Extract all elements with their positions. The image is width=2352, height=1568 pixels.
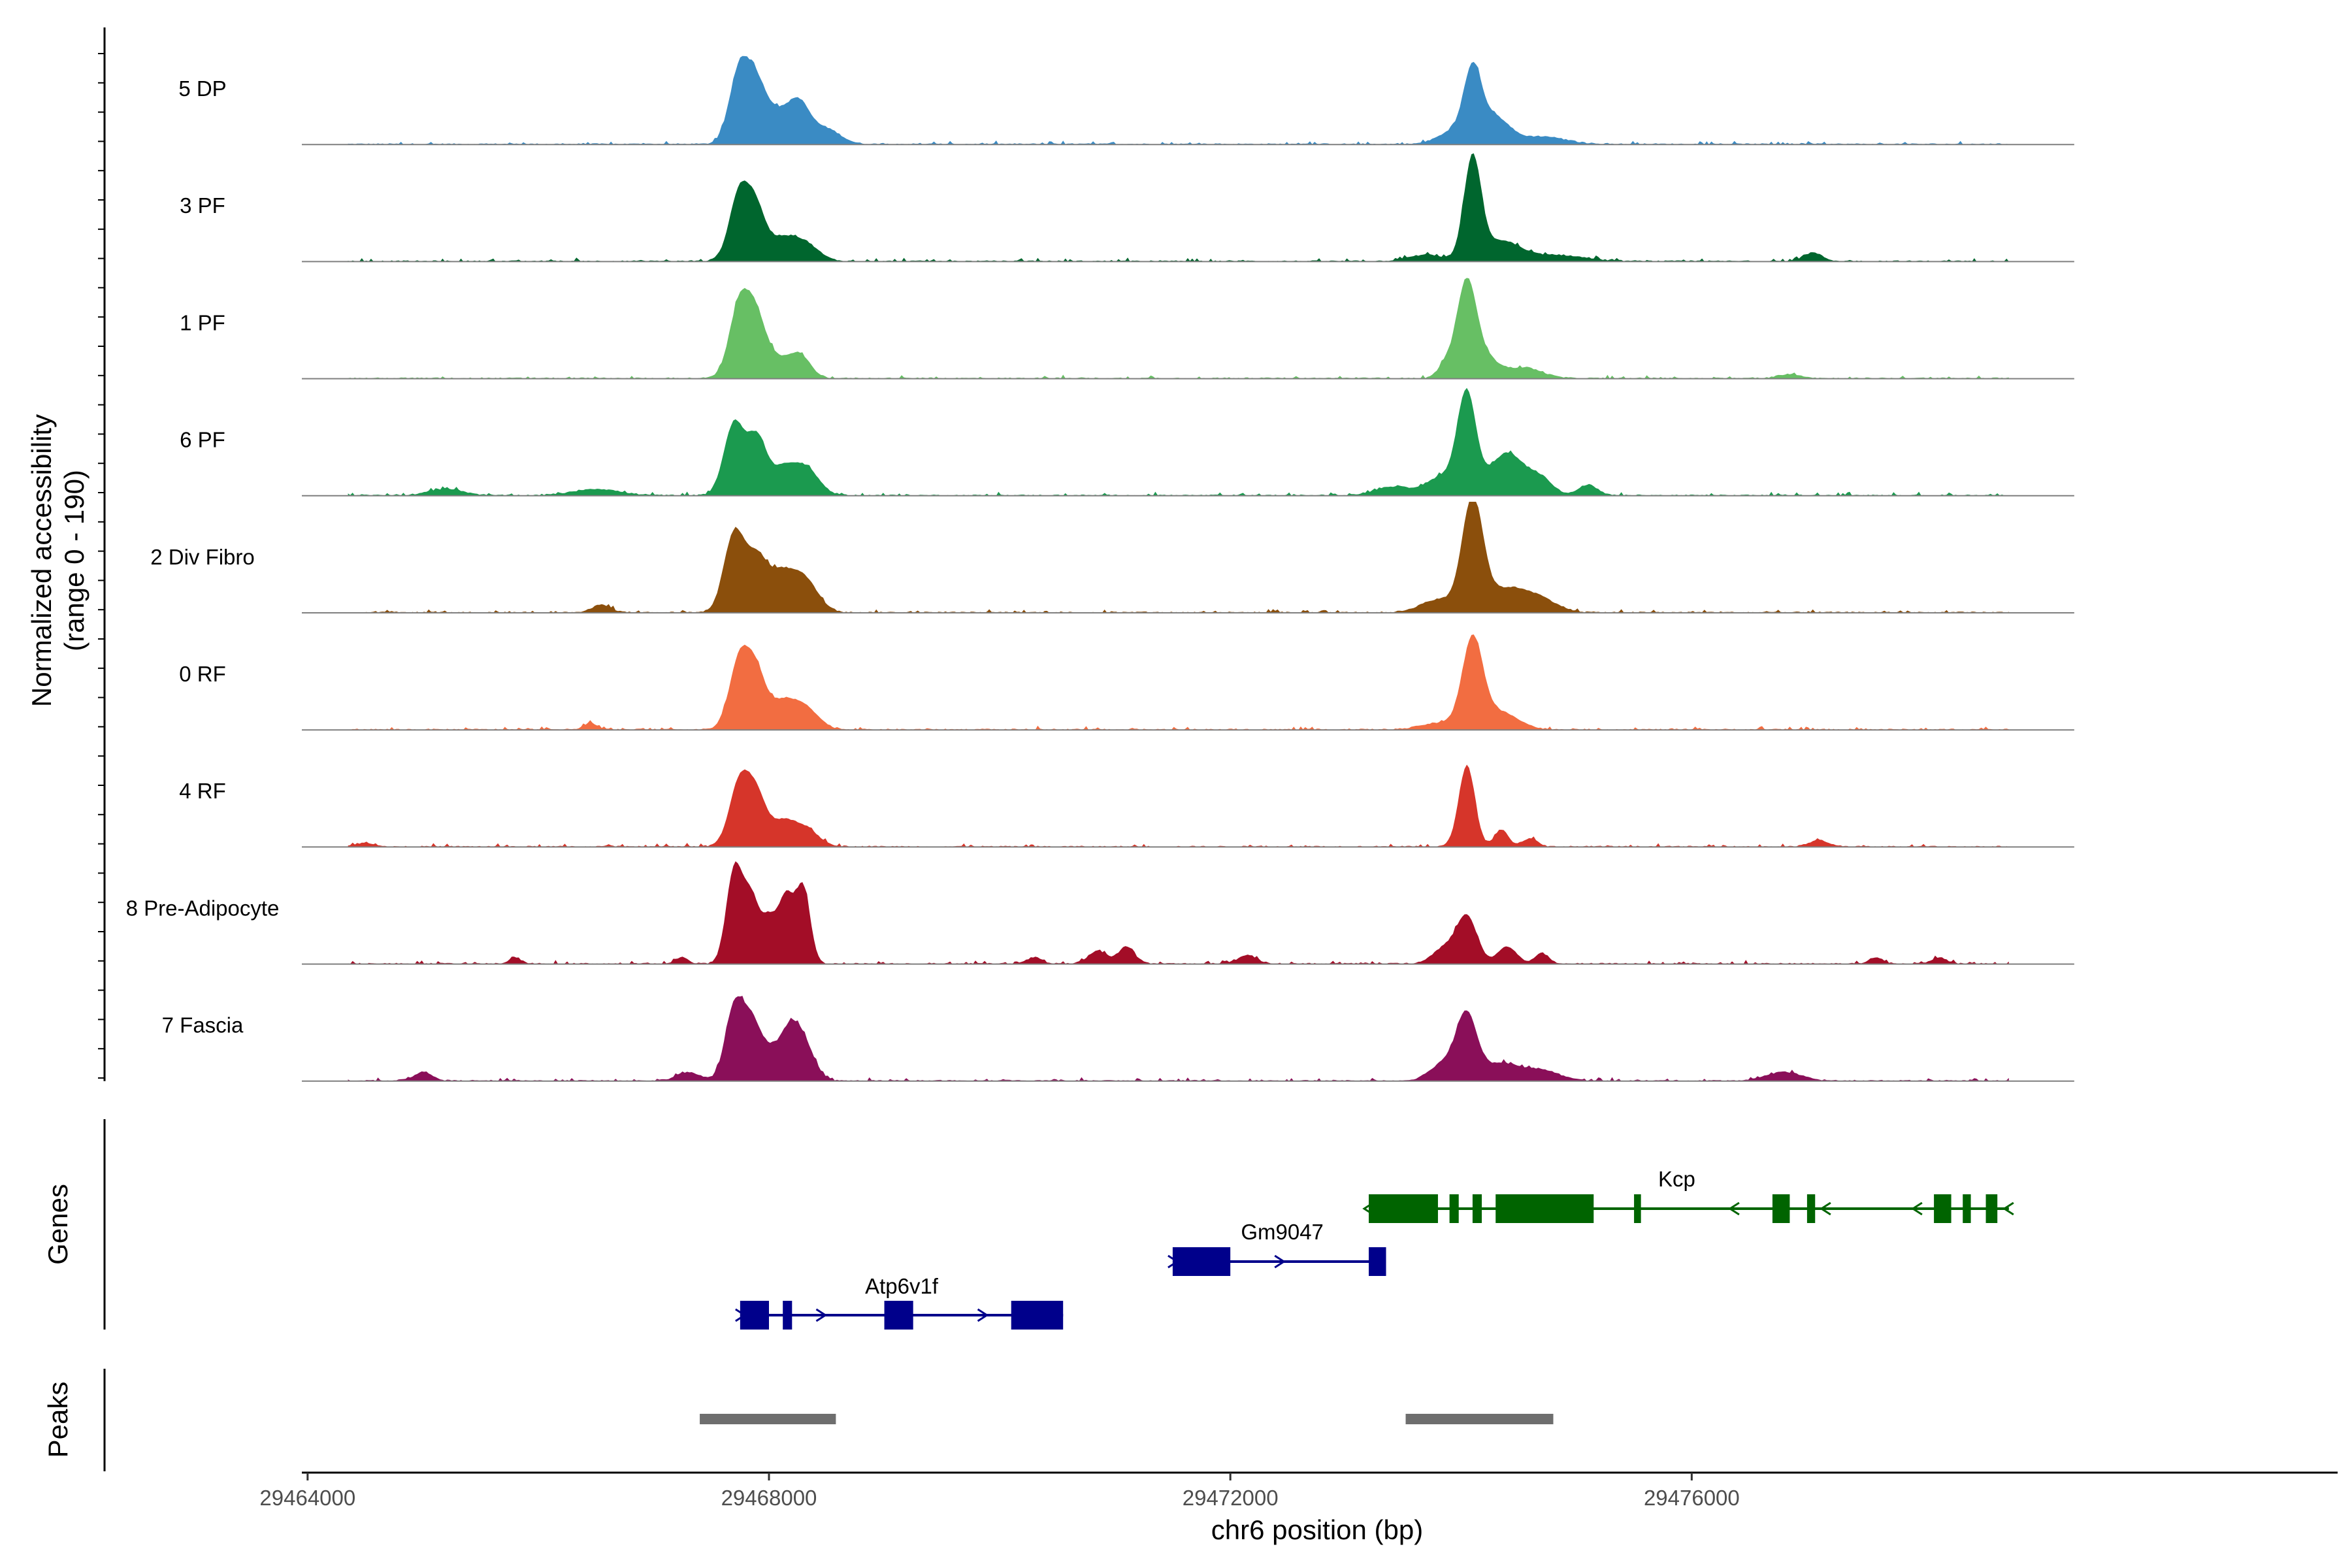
track-5-dp: 5 DP xyxy=(178,56,2074,146)
strand-arrow xyxy=(1168,1254,1179,1269)
gene-exon xyxy=(1806,1194,1816,1223)
y-axis xyxy=(98,27,106,1081)
x-tick-label: 29468000 xyxy=(721,1486,817,1510)
gene-exon xyxy=(1369,1247,1386,1276)
y-axis-title: Normalized accessibility xyxy=(26,414,57,707)
coverage-area xyxy=(348,764,2009,847)
track-label: 3 PF xyxy=(180,193,225,218)
gene-exon xyxy=(783,1301,792,1330)
gene-gm9047: Gm9047 xyxy=(1168,1220,1386,1276)
coverage-area xyxy=(348,56,2009,145)
track-8-pre-adipocyte: 8 Pre-Adipocyte xyxy=(126,861,2074,965)
track-label: 8 Pre-Adipocyte xyxy=(126,896,280,920)
strand-arrow xyxy=(977,1308,989,1322)
gene-exon xyxy=(1963,1194,1971,1223)
track-label: 1 PF xyxy=(180,310,225,335)
track-6-pf: 6 PF xyxy=(180,387,2074,497)
gene-label: Atp6v1f xyxy=(865,1274,939,1298)
strand-arrow xyxy=(1820,1201,1831,1216)
peaks-panel-label: Peaks xyxy=(42,1382,73,1458)
gene-exon xyxy=(1172,1247,1231,1276)
gene-exon xyxy=(1472,1194,1482,1223)
strand-arrow xyxy=(1362,1201,1374,1216)
x-tick-label: 29472000 xyxy=(1183,1486,1279,1510)
gene-label: Kcp xyxy=(1658,1167,1695,1191)
genes-panel-label: Genes xyxy=(42,1184,73,1265)
strand-arrow xyxy=(1274,1254,1286,1269)
gene-kcp: Kcp xyxy=(1362,1167,2014,1223)
strand-arrow xyxy=(2002,1201,2014,1216)
genes-panel: Genes Atp6v1f Gm9047 Kcp xyxy=(42,1119,2014,1330)
coverage-area xyxy=(348,502,2009,613)
gene-exon xyxy=(1772,1194,1790,1223)
coverage-area xyxy=(348,153,2009,262)
track-2-div-fibro: 2 Div Fibro xyxy=(150,502,2074,613)
peaks-panel: Peaks xyxy=(42,1369,1554,1471)
peak-region xyxy=(700,1414,836,1424)
strand-arrow xyxy=(815,1308,828,1322)
gene-label: Gm9047 xyxy=(1241,1220,1324,1244)
peak-region xyxy=(1405,1414,1554,1424)
coverage-tracks: 5 DP 3 PF 1 PF 6 PF 2 Div Fibro 0 RF 4 RF 8 Pre… xyxy=(126,56,2074,1082)
track-label: 5 DP xyxy=(178,76,226,101)
x-axis: 29464000 29468000 29472000 29476000 xyxy=(259,1471,2338,1510)
x-tick-label: 29476000 xyxy=(1644,1486,1740,1510)
coverage-area xyxy=(348,278,2009,379)
coverage-area xyxy=(348,996,2009,1081)
track-label: 0 RF xyxy=(179,662,226,686)
track-1-pf: 1 PF xyxy=(180,278,2074,380)
track-label: 2 Div Fibro xyxy=(150,545,255,569)
gene-atp6v1f: Atp6v1f xyxy=(735,1274,1064,1330)
track-0-rf: 0 RF xyxy=(179,634,2074,731)
gene-exon xyxy=(1011,1301,1064,1330)
coverage-area xyxy=(348,861,2009,964)
gene-exon xyxy=(1495,1194,1594,1223)
track-3-pf: 3 PF xyxy=(180,153,2074,263)
track-label: 7 Fascia xyxy=(162,1013,244,1037)
strand-arrow xyxy=(735,1308,747,1322)
gene-exon xyxy=(1985,1194,1998,1223)
track-label: 4 RF xyxy=(179,779,226,803)
gene-exon xyxy=(1934,1194,1952,1223)
x-tick-label: 29464000 xyxy=(259,1486,355,1510)
coverage-area xyxy=(348,634,2009,730)
gene-exon xyxy=(1634,1194,1641,1223)
track-label: 6 PF xyxy=(180,428,225,452)
coverage-area xyxy=(348,387,2009,496)
track-4-rf: 4 RF xyxy=(179,764,2074,848)
x-axis-title: chr6 position (bp) xyxy=(1211,1514,1424,1545)
track-7-fascia: 7 Fascia xyxy=(162,996,2074,1082)
strand-arrow xyxy=(1728,1201,1740,1216)
y-axis-subtitle: (range 0 - 190) xyxy=(59,470,90,651)
gene-exon xyxy=(1449,1194,1459,1223)
gene-exon xyxy=(1369,1194,1438,1223)
gene-exon xyxy=(884,1301,913,1330)
strand-arrow xyxy=(1911,1201,1923,1216)
